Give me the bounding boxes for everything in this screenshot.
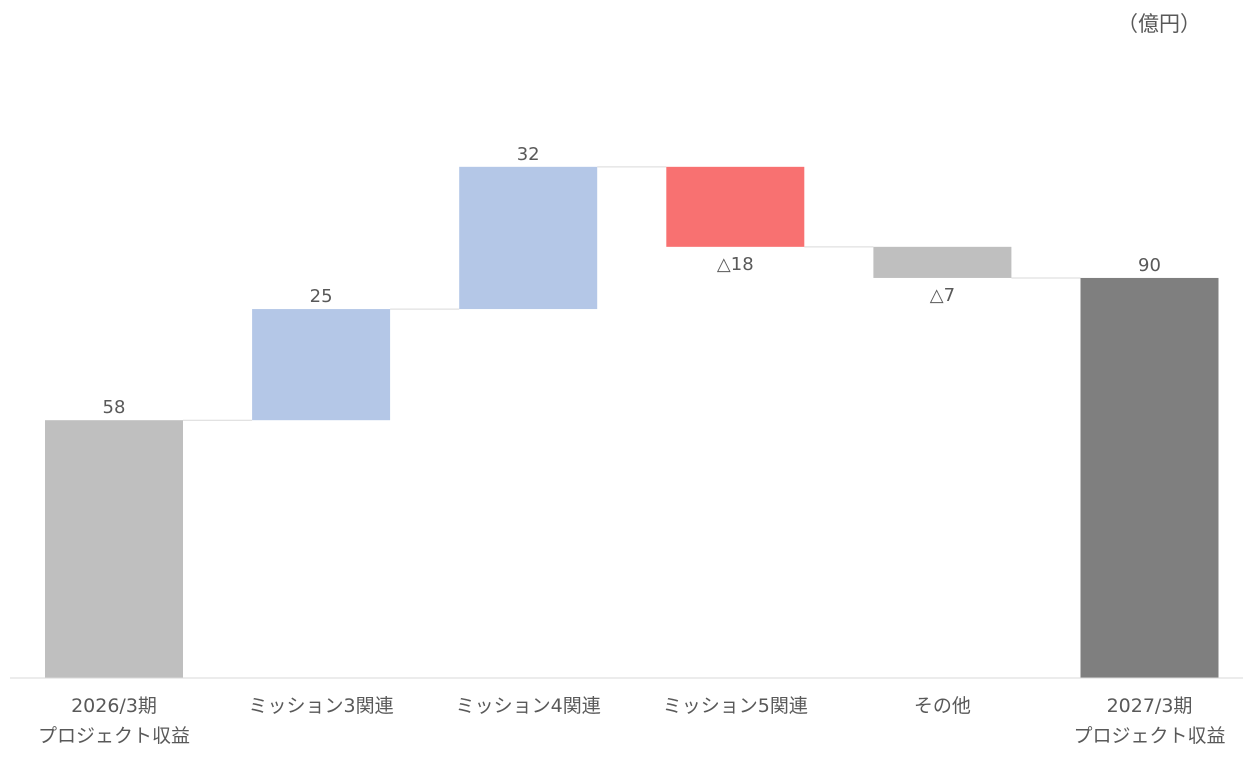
category-label-1-line-1: 2026/3期 — [71, 695, 157, 717]
value-label-1: 58 — [103, 397, 126, 418]
value-label-6: 90 — [1138, 255, 1161, 276]
category-label-4: ミッション5関連 — [663, 695, 808, 717]
category-label-6-line-1: 2027/3期 — [1107, 695, 1193, 717]
value-label-2: 25 — [310, 286, 333, 307]
category-label-5: その他 — [914, 695, 971, 717]
bar-1 — [45, 420, 183, 678]
bar-5 — [873, 246, 1012, 278]
value-label-3: 32 — [517, 144, 540, 165]
unit-label: （億円） — [1117, 12, 1201, 36]
bar-6 — [1080, 277, 1219, 678]
bar-3 — [459, 166, 598, 310]
bar-2 — [252, 309, 391, 421]
bar-4 — [666, 166, 805, 247]
value-label-4: △18 — [717, 254, 754, 275]
connector-lines — [183, 166, 1081, 421]
category-label-6-line-2: プロジェクト収益 — [1073, 725, 1225, 747]
category-label-2: ミッション3関連 — [249, 695, 394, 717]
category-label-1-line-2: プロジェクト収益 — [38, 725, 190, 747]
value-labels: 58 25 32 △18 △7 90 — [103, 144, 1161, 418]
value-label-5: △7 — [930, 285, 955, 306]
category-label-3: ミッション4関連 — [456, 695, 601, 717]
bars — [45, 166, 1219, 678]
